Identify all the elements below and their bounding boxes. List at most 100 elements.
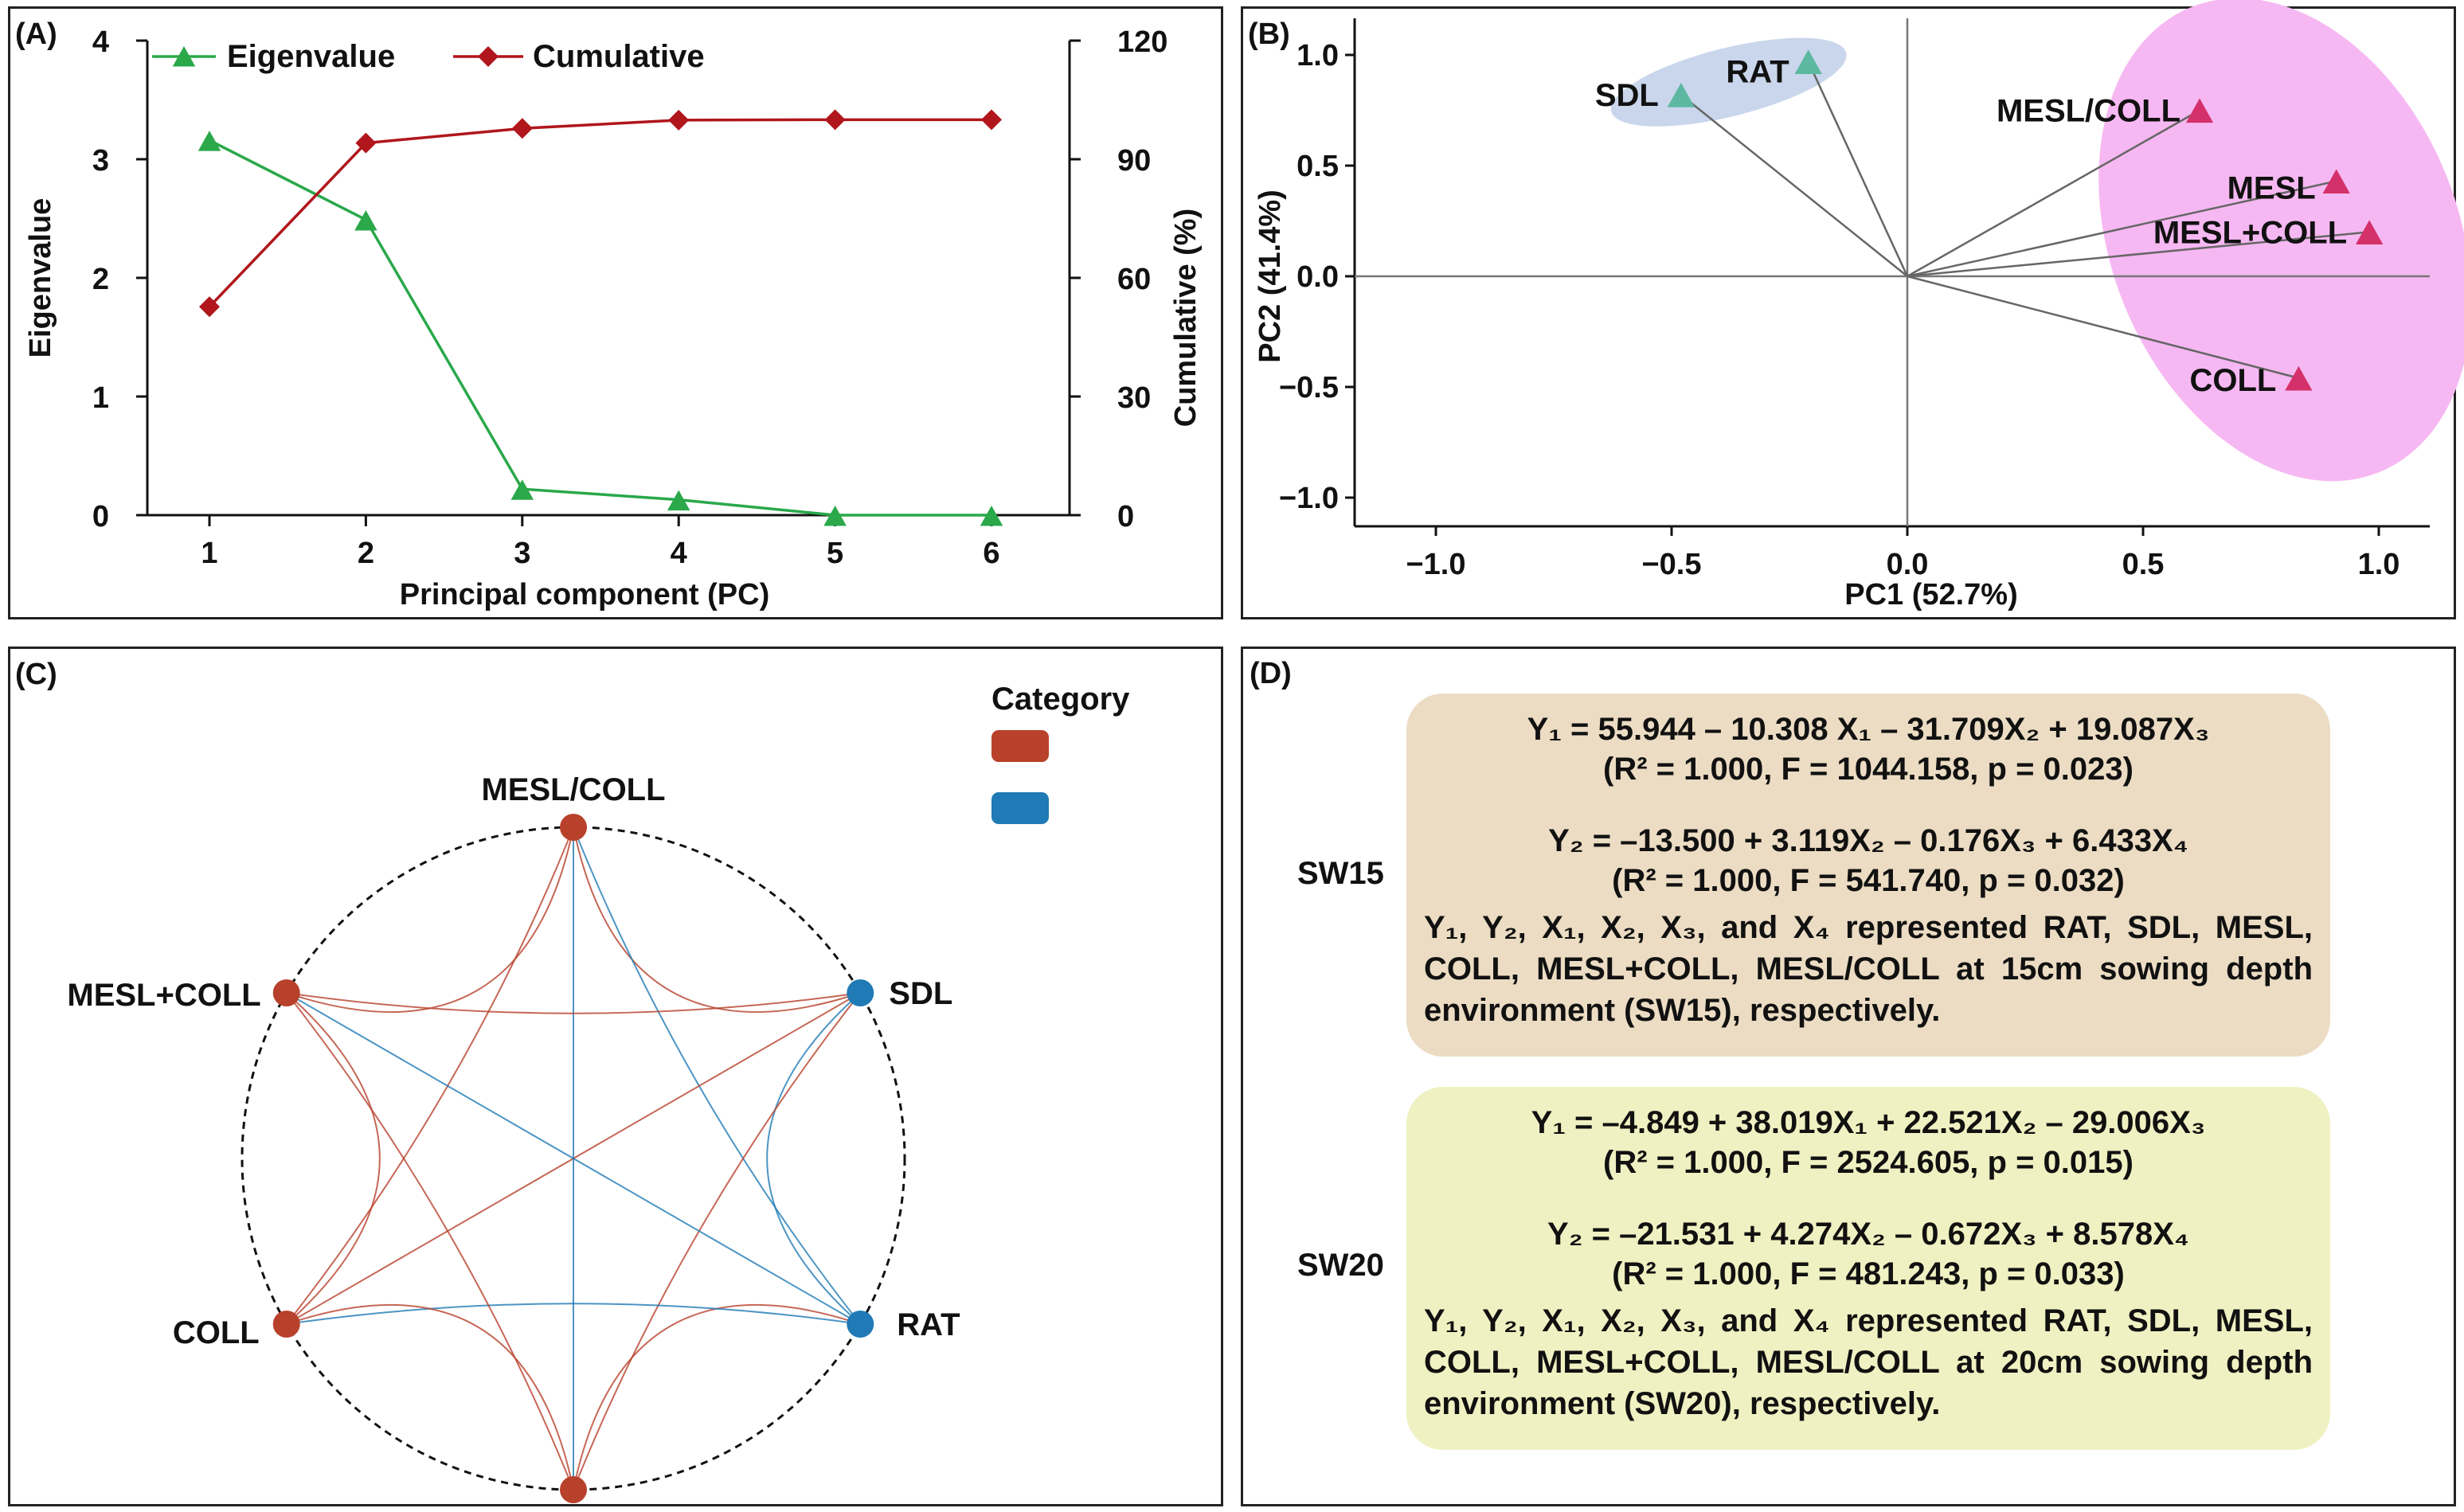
point-label: COLL	[2189, 363, 2276, 398]
sw20-eq1: Y₁ = –4.849 + 38.019X₁ + 22.521X₂ – 29.0…	[1531, 1105, 2206, 1140]
y2-tick-label: 30	[1117, 381, 1151, 415]
y2-tick-label: 60	[1117, 263, 1151, 296]
network-edge	[573, 1303, 861, 1491]
eigenvalue-point	[198, 131, 221, 151]
y-tick-label: 0.5	[1297, 150, 1339, 183]
sw15-stats2: (R² = 1.000, F = 541.740, p = 0.032)	[1612, 863, 2125, 898]
y-tick-label: 2	[92, 263, 109, 296]
panel-c-label: (C)	[15, 658, 57, 691]
network-node-rat	[847, 1311, 874, 1338]
cumulative-point	[981, 109, 1002, 131]
loading-vector	[1907, 109, 2200, 278]
sw15-eq2: Y₂ = –13.500 + 3.119X₂ – 0.176X₃ + 6.433…	[1548, 823, 2188, 858]
y2-axis-title: Cumulative (%)	[1169, 209, 1203, 427]
pca-biplot: (B) −1.0 −0.5 0.0 0.5 1.0 1.0 0.5 0.0 −0.5 −1.0 PC1…	[1248, 0, 2464, 611]
node-label: RAT	[897, 1307, 960, 1342]
cumulative-point	[199, 296, 220, 318]
sw20-stats2: (R² = 1.000, F = 481.243, p = 0.033)	[1612, 1256, 2125, 1291]
sw20-stats1: (R² = 1.000, F = 2524.605, p = 0.015)	[1603, 1145, 2134, 1180]
y-axis-title: Eigenvalue	[24, 198, 57, 358]
y-tick-label: 1.0	[1297, 39, 1339, 72]
x-tick-label: 1	[201, 537, 217, 570]
x-axis-title: Principal component (PC)	[400, 578, 769, 611]
correlation-network: (C)MESL/COLLSDLRATMESLCOLLMESL+COLLCateg…	[15, 658, 1130, 1503]
y2-tick-label: 90	[1117, 144, 1151, 178]
x-tick-label: −1.0	[1406, 548, 1465, 581]
point-label: RAT	[1726, 54, 1789, 89]
cumulative-point	[511, 118, 533, 139]
x-tick-label: 5	[827, 537, 843, 570]
network-node-sdl	[847, 979, 874, 1006]
legend-eigenvalue-label: Eigenvalue	[227, 39, 395, 74]
node-label: COLL	[173, 1315, 260, 1350]
loading-vector	[1907, 275, 2299, 380]
x-tick-label: 2	[358, 537, 374, 570]
loading-point-mesl-coll	[2356, 220, 2384, 244]
loading-vector	[1907, 231, 2370, 278]
loading-point-sdl	[1667, 83, 1695, 107]
sw15-eq1: Y₁ = 55.944 – 10.308 X₁ – 31.709X₂ + 19.…	[1527, 712, 2210, 747]
cumulative-point	[824, 109, 846, 131]
legend-cumulative-label: Cumulative	[533, 39, 705, 74]
node-label: MESL/COLL	[481, 772, 665, 807]
sw20-label: SW20	[1297, 1248, 1384, 1283]
network-edge	[286, 826, 574, 1014]
y-tick-label: 0	[92, 500, 109, 533]
eigenvalue-point	[354, 209, 377, 231]
cumulative-point	[668, 109, 690, 131]
panel-d: (D) SW15 Y₁ = 55.944 – 10.308 X₁ – 31.70…	[1241, 647, 2456, 1506]
legend-swatch	[991, 792, 1049, 824]
sw20-description: Y₁, Y₂, X₁, X₂, X₃, and X₄ represented R…	[1424, 1303, 2313, 1421]
loading-vector	[1680, 94, 1908, 277]
panel-a: (A) 0 1 2 3 4 0 30 60 90 120 1 2 3 4 5 6 Principal compon…	[8, 6, 1223, 619]
y2-tick-label: 120	[1117, 25, 1167, 59]
x-tick-label: −0.5	[1641, 548, 1701, 581]
network-edge	[286, 992, 381, 1325]
y-tick-label: 4	[92, 25, 109, 59]
x-tick-label: 3	[514, 537, 530, 570]
x-tick-label: 0.0	[1887, 548, 1929, 581]
y-tick-label: 0.0	[1297, 260, 1339, 294]
node-label: MESL+COLL	[67, 978, 260, 1013]
eigenvalue-point	[980, 506, 1003, 526]
network-edge	[286, 992, 861, 1014]
loading-vector	[1907, 180, 2337, 278]
loading-point-coll	[2285, 365, 2313, 391]
series-line-cumulative	[208, 118, 991, 308]
loading-vector	[1807, 61, 1909, 277]
y-tick-label: 3	[92, 144, 109, 178]
sw15-equation-box: Y₁ = 55.944 – 10.308 X₁ – 31.709X₂ + 19.…	[1406, 693, 2330, 1057]
y-axis-title: PC2 (41.4%)	[1254, 189, 1287, 363]
network-edge	[573, 826, 861, 1014]
network-node-mesl-coll	[272, 979, 300, 1006]
legend-title: Category	[991, 682, 1130, 717]
x-axis-title: PC1 (52.7%)	[1844, 578, 2018, 611]
scree-chart: (A) 0 1 2 3 4 0 30 60 90 120 1 2 3 4 5 6 Principal compon…	[15, 18, 1203, 611]
point-label: MESL	[2227, 170, 2316, 205]
legend-swatch	[991, 730, 1049, 762]
node-label: SDL	[889, 976, 952, 1011]
network-node-mesl-coll	[560, 814, 587, 841]
x-tick-label: 4	[671, 537, 687, 570]
y-tick-label: −1.0	[1279, 482, 1339, 515]
eigenvalue-point	[667, 490, 690, 511]
cumulative-point	[355, 132, 377, 154]
magenta-group-ellipse	[2098, 0, 2464, 482]
y-tick-label: 1	[92, 381, 109, 415]
x-tick-label: 6	[983, 537, 999, 570]
network-node-coll	[272, 1311, 300, 1338]
network-edge	[766, 992, 861, 1325]
network-edge	[286, 992, 861, 1325]
eigenvalue-point	[823, 506, 847, 526]
eigenvalue-point	[510, 479, 534, 500]
panel-c: (C)MESL/COLLSDLRATMESLCOLLMESL+COLLCateg…	[8, 647, 1223, 1506]
x-tick-label: 1.0	[2358, 548, 2400, 581]
panel-b: (B) −1.0 −0.5 0.0 0.5 1.0 1.0 0.5 0.0 −0.5 −1.0 PC1…	[1241, 0, 2464, 619]
y2-tick-label: 0	[1117, 500, 1134, 533]
point-label: MESL+COLL	[2153, 215, 2347, 250]
point-label: MESL/COLL	[1997, 94, 2180, 129]
loading-point-mesl	[2322, 169, 2350, 194]
panel-d-label: (D)	[1250, 657, 1292, 690]
network-node-mesl	[560, 1476, 587, 1503]
loading-point-mesl-coll	[2185, 98, 2214, 123]
